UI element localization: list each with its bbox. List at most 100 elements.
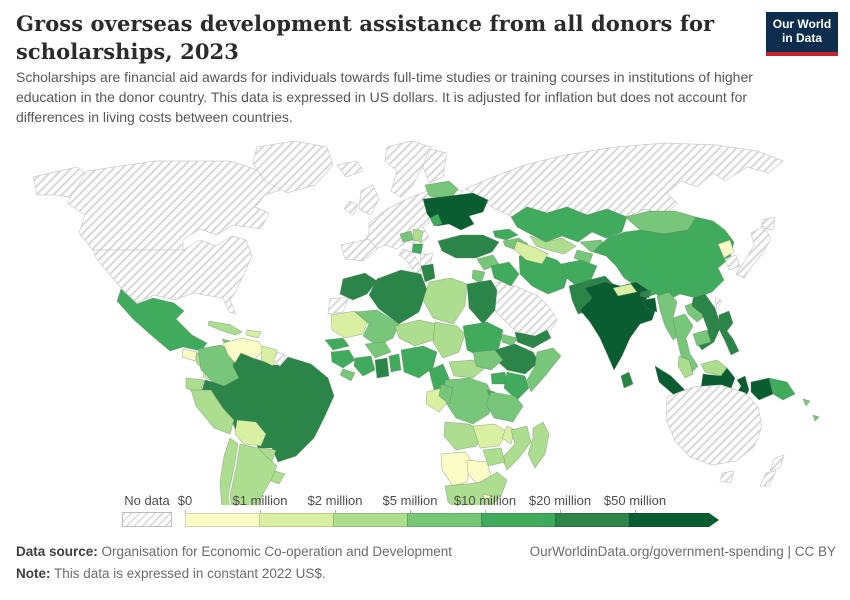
country-tunisia[interactable] [420, 263, 436, 283]
legend-segment-2[interactable] [259, 513, 334, 527]
country-serbia[interactable] [412, 228, 424, 243]
country-north-korea[interactable] [717, 239, 735, 259]
country-liberia[interactable] [339, 368, 356, 382]
country-somalia[interactable] [526, 347, 562, 393]
country-turkmenistan[interactable] [513, 240, 549, 265]
legend-segment-6[interactable] [555, 513, 630, 527]
country-venezuela[interactable] [222, 337, 265, 364]
country-mexico[interactable] [116, 288, 208, 352]
country-bhutan[interactable] [639, 289, 652, 299]
country-greenland[interactable] [252, 140, 334, 194]
country-ghana[interactable] [374, 357, 390, 379]
country-algeria[interactable] [368, 269, 428, 325]
country-morocco[interactable] [339, 272, 378, 301]
country-japan[interactable] [735, 216, 776, 279]
country-usa[interactable] [92, 235, 253, 315]
country-guyana-suriname[interactable] [260, 345, 278, 367]
country-russia[interactable] [464, 142, 784, 218]
country-uganda[interactable] [490, 371, 508, 385]
country-turkey[interactable] [437, 234, 500, 259]
country-papua-new-guinea[interactable] [768, 377, 796, 401]
country-guinea[interactable] [330, 349, 356, 369]
owid-url-link[interactable]: OurWorldinData.org/government-spending |… [529, 544, 836, 559]
country-argentina[interactable] [229, 443, 278, 505]
country-kenya[interactable] [503, 371, 530, 401]
country-malaysia[interactable] [677, 355, 728, 379]
country-fiji[interactable] [812, 414, 820, 422]
country-chile[interactable] [218, 437, 239, 505]
country-haiti-dominican-republic[interactable] [245, 329, 262, 339]
country-tanzania[interactable] [485, 391, 524, 423]
country-saudi-arabia[interactable] [485, 280, 558, 338]
country-moldova[interactable] [429, 213, 443, 227]
owid-logo[interactable]: Our World in Data [766, 12, 838, 56]
country-uzbekistan[interactable] [529, 235, 577, 255]
country-bangladesh[interactable] [642, 297, 658, 313]
country-iraq[interactable] [490, 261, 520, 287]
country-ireland[interactable] [343, 200, 359, 216]
country-india[interactable] [579, 281, 657, 371]
country-sri-lanka[interactable] [620, 371, 634, 389]
country-syria[interactable] [476, 254, 500, 271]
country-thailand[interactable] [672, 313, 699, 373]
country-iceland[interactable] [336, 160, 364, 178]
legend-segment-1[interactable] [185, 513, 260, 527]
country-nepal[interactable] [612, 283, 638, 297]
legend-bar-area: $0 $1 million $2 million $5 million $10 … [178, 493, 742, 527]
country-niger[interactable] [394, 319, 438, 347]
country-south-sudan[interactable] [472, 349, 504, 371]
country-lesotho[interactable] [482, 493, 492, 503]
country-yemen[interactable] [514, 329, 552, 349]
country-south-korea[interactable] [724, 254, 741, 271]
country-botswana[interactable] [466, 459, 492, 485]
legend-segment-7[interactable] [629, 513, 704, 527]
country-taiwan[interactable] [714, 296, 723, 311]
country-new-zealand[interactable] [759, 454, 785, 487]
country-albania-macedonia[interactable] [411, 243, 424, 255]
country-libya[interactable] [422, 277, 468, 325]
country-namibia[interactable] [440, 451, 472, 487]
country-mozambique[interactable] [501, 425, 532, 471]
country-finland[interactable] [422, 148, 448, 184]
country-zimbabwe[interactable] [482, 447, 506, 467]
country-philippines[interactable] [718, 310, 740, 356]
country-south-africa[interactable] [444, 471, 508, 505]
country-georgia[interactable] [492, 228, 519, 241]
country-angola[interactable] [443, 421, 482, 451]
legend-segment-5[interactable] [481, 513, 556, 527]
country-cote-divoire[interactable] [353, 355, 376, 377]
country-australia[interactable] [665, 384, 763, 484]
country-french-guiana[interactable] [273, 351, 287, 367]
country-nigeria[interactable] [400, 345, 438, 379]
country-togo-benin[interactable] [388, 353, 402, 373]
country-mauritania[interactable] [330, 310, 370, 339]
country-norway-sweden[interactable] [384, 140, 432, 198]
country-chad[interactable] [432, 321, 466, 359]
country-cuba[interactable] [207, 320, 243, 336]
legend-no-data[interactable]: No data [122, 493, 172, 527]
country-sudan[interactable] [462, 321, 504, 359]
country-guatemala[interactable] [181, 348, 198, 362]
country-vietnam[interactable] [691, 293, 722, 351]
country-belarus[interactable] [424, 180, 459, 200]
country-china[interactable] [592, 216, 735, 301]
country-united-kingdom[interactable] [358, 184, 380, 216]
country-senegal[interactable] [324, 337, 350, 351]
country-congo[interactable] [438, 383, 454, 405]
country-egypt[interactable] [466, 279, 498, 325]
country-burkina-faso[interactable] [364, 341, 392, 359]
country-zambia[interactable] [472, 423, 508, 449]
country-kazakhstan[interactable] [510, 206, 628, 243]
country-madagascar[interactable] [527, 421, 550, 469]
country-spain-portugal[interactable] [340, 238, 378, 262]
legend-segment-3[interactable] [333, 513, 408, 527]
country-cambodia[interactable] [692, 329, 712, 347]
country-canada[interactable] [66, 160, 284, 251]
country-peru[interactable] [190, 389, 235, 435]
country-western-sahara[interactable] [327, 296, 350, 315]
country-democratic-republic-of-congo[interactable] [443, 377, 494, 425]
country-bolivia[interactable] [234, 419, 267, 447]
country-solomon-islands[interactable] [802, 398, 811, 407]
country-ukraine[interactable] [422, 192, 489, 231]
legend-segment-4[interactable] [407, 513, 482, 527]
